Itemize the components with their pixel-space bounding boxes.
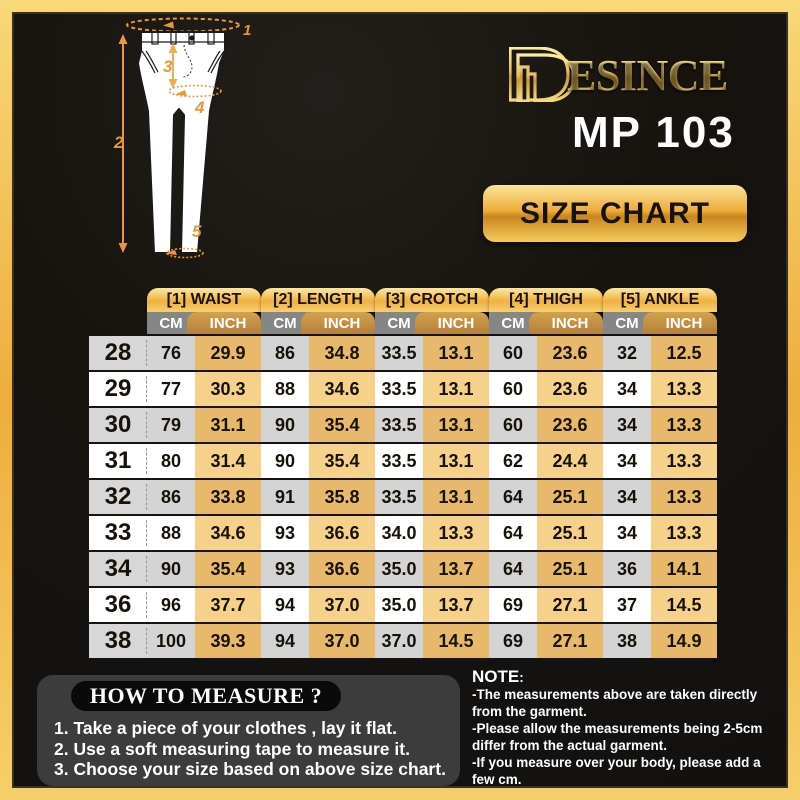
- svg-text:4: 4: [194, 98, 205, 117]
- svg-text:3: 3: [163, 57, 173, 76]
- svg-text:5: 5: [192, 222, 202, 241]
- svg-text:1: 1: [243, 22, 251, 39]
- svg-text:2: 2: [113, 133, 124, 152]
